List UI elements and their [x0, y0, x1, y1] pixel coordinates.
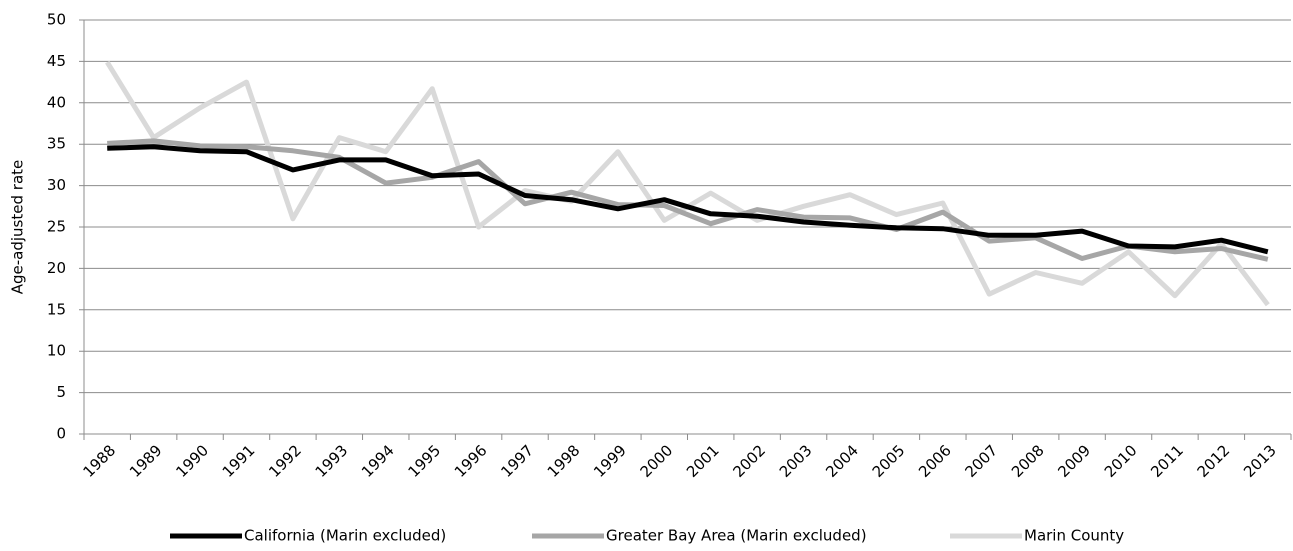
y-tick-label: 45	[47, 52, 66, 70]
x-tick-label: 2011	[1147, 441, 1187, 481]
y-tick-label: 35	[47, 135, 66, 153]
x-tick-label: 2010	[1101, 441, 1141, 481]
y-tick-label: 0	[56, 425, 66, 443]
y-tick-label: 25	[47, 218, 66, 236]
x-tick-label: 2000	[637, 441, 677, 481]
x-tick-label: 1994	[358, 441, 398, 481]
y-tick-label: 10	[47, 342, 66, 360]
series-line	[107, 144, 1269, 255]
x-tick-label: 2013	[1240, 441, 1280, 481]
y-tick-label: 15	[47, 300, 66, 318]
x-tick-label: 2001	[683, 441, 723, 481]
x-tick-label: 2009	[1054, 441, 1094, 481]
x-tick-label: 1988	[79, 441, 119, 481]
x-tick-label: 2002	[729, 441, 769, 481]
legend-label: Marin County	[1024, 527, 1124, 545]
x-tick-label: 1990	[172, 441, 212, 481]
x-tick-label: 1993	[312, 441, 352, 481]
y-axis-label: Age-adjusted rate	[9, 160, 27, 295]
x-tick-label: 2005	[869, 441, 909, 481]
y-tick-label: 5	[56, 383, 66, 401]
x-tick-label: 1992	[265, 441, 305, 481]
x-tick-label: 2003	[776, 441, 816, 481]
x-tick-label: 2008	[1008, 441, 1048, 481]
x-tick-label: 1995	[404, 441, 444, 481]
y-tick-label: 20	[47, 259, 66, 277]
x-tick-label: 1998	[544, 441, 584, 481]
x-tick-label: 1999	[590, 441, 630, 481]
x-tick-label: 2004	[822, 441, 862, 481]
y-tick-label: 30	[47, 176, 66, 194]
x-tick-label: 1989	[126, 441, 166, 481]
x-tick-label: 1997	[497, 441, 537, 481]
legend-label: California (Marin excluded)	[244, 527, 446, 545]
x-tick-label: 1996	[451, 441, 491, 481]
series-line	[107, 138, 1269, 262]
legend-label: Greater Bay Area (Marin excluded)	[606, 527, 867, 545]
y-tick-label: 40	[47, 93, 66, 111]
x-tick-label: 1991	[219, 441, 259, 481]
x-tick-label: 2007	[962, 441, 1002, 481]
y-tick-label: 50	[47, 11, 66, 29]
x-tick-label: 2006	[915, 441, 955, 481]
x-tick-label: 2012	[1194, 441, 1234, 481]
